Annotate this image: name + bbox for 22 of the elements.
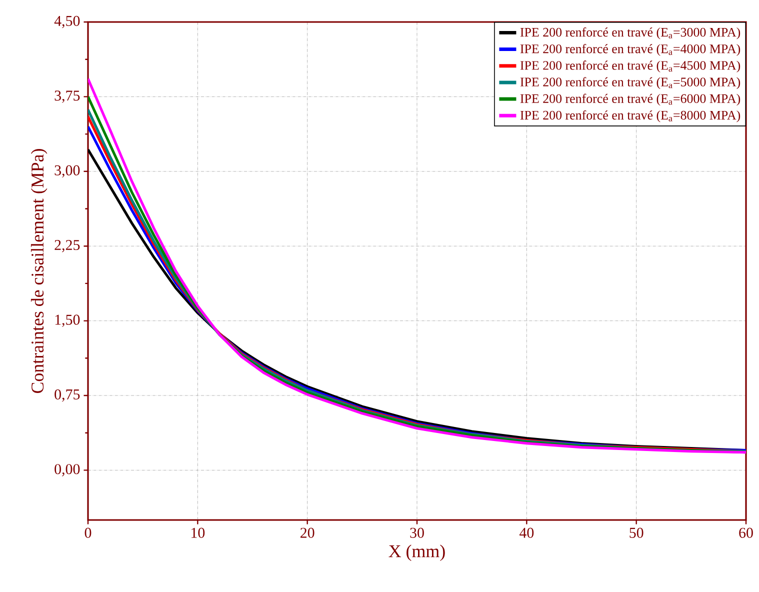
x-tick-label: 60 [739,528,753,538]
x-tick-label: 10 [192,528,205,538]
x-tick-label: 0 [84,528,92,538]
x-tick-label: 40 [519,528,534,538]
y-tick-label: 3,00 [54,165,80,178]
y-tick-label: 4,50 [54,16,80,28]
y-tick-label: 2,25 [54,240,80,252]
y-tick-label: 3,75 [54,90,80,103]
x-axis-title: X (mm) [388,544,445,561]
y-tick-label: 1,50 [55,314,80,327]
legend-label: IPE 200 renforcé en travé (E$_{a}$=3000 MPA) [520,27,740,40]
x-tick-label: 50 [630,528,644,538]
legend-label: IPE 200 renforcé en travé (E$_{a}$=4000 MPA) [520,44,740,56]
legend-label: IPE 200 renforcé en travé (E$_{a}$=8000 MPA) [520,110,740,122]
x-tick-label: 30 [410,528,424,538]
legend-label: IPE 200 renforcé en travé (E$_{a}$=5000 MPA) [520,77,740,90]
y-axis-title: Contraintes de cisaillement (MPa) [30,149,48,394]
y-tick-label: 0,00 [54,464,80,476]
legend-label: IPE 200 renforcé en travé (E$_{a}$=4500 MPA) [520,60,740,72]
legend-label: IPE 200 renforcé en travé (E$_{a}$=6000 MPA) [520,94,740,106]
y-tick-label: 0,75 [54,389,80,402]
x-tick-label: 20 [300,528,314,538]
